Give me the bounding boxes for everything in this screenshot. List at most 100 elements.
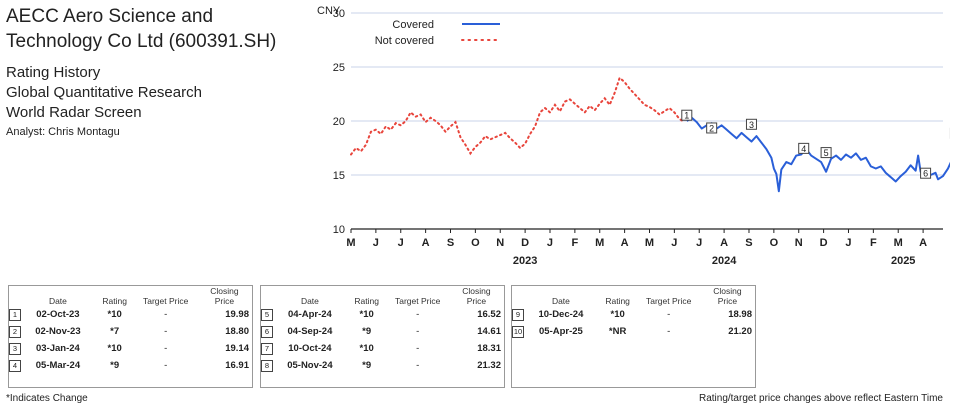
table-row: 5 04-Apr-24 *10 - 16.52 <box>261 306 504 323</box>
header-target-price: Target Price <box>645 296 692 306</box>
row-number: 7 <box>261 343 273 355</box>
table-row: 4 05-Mar-24 *9 - 16.91 <box>9 357 252 374</box>
month-tick-label: J <box>373 237 379 249</box>
rating-marker-box <box>745 118 757 130</box>
row-closing-price: 16.52 <box>477 309 501 320</box>
year-label: 2025 <box>891 255 915 267</box>
month-tick-label: O <box>471 237 480 249</box>
row-number: 9 <box>512 309 524 321</box>
month-tick-label: A <box>422 237 430 249</box>
month-tick-label: M <box>894 237 903 249</box>
header-closing-price: Closing Price <box>713 286 742 306</box>
month-tick-label: A <box>720 237 728 249</box>
month-tick-label: A <box>621 237 629 249</box>
row-target-price: - <box>416 343 420 354</box>
row-target-price: - <box>164 343 168 354</box>
rating-marker-box <box>820 147 832 159</box>
month-tick-label: F <box>870 237 877 249</box>
header-date: Date <box>48 296 67 306</box>
row-rating: *10 <box>107 309 122 320</box>
table-row: 2 02-Nov-23 *7 - 18.80 <box>9 323 252 340</box>
header-rating: Rating <box>102 296 127 306</box>
row-target-price: - <box>164 360 168 371</box>
month-tick-label: S <box>447 237 454 249</box>
rating-marker-label: 4 <box>801 144 806 154</box>
company-title: AECC Aero Science and Technology Co Ltd … <box>6 6 277 52</box>
row-rating: *10 <box>610 309 625 320</box>
table-row: 6 04-Sep-24 *9 - 14.61 <box>261 323 504 340</box>
table-row: 10 05-Apr-25 *NR - 21.20 <box>512 323 755 340</box>
month-tick-label: D <box>820 237 828 249</box>
month-tick-label: J <box>398 237 404 249</box>
y-tick-label: 30 <box>333 8 345 20</box>
month-tick-label: J <box>671 237 677 249</box>
rating-markers: 12345678910 <box>681 109 950 179</box>
subtitle-research: Global Quantitative Research <box>6 84 202 101</box>
row-number: 5 <box>261 309 273 321</box>
month-tick-label: M <box>346 237 355 249</box>
month-tick-label: M <box>645 237 654 249</box>
year-label: 2024 <box>712 255 737 267</box>
row-number: 3 <box>9 343 21 355</box>
month-tick-label: N <box>795 237 803 249</box>
header-closing-price: Closing Price <box>462 286 491 306</box>
row-number: 2 <box>9 326 21 338</box>
month-tick-label: J <box>696 237 702 249</box>
row-target-price: - <box>416 360 420 371</box>
rating-marker-box <box>706 122 718 134</box>
row-date: 02-Nov-23 <box>35 326 81 337</box>
header-rating: Rating <box>354 296 379 306</box>
row-closing-price: 18.98 <box>728 309 752 320</box>
month-tick-label: J <box>547 237 553 249</box>
row-rating: *9 <box>110 360 120 371</box>
series-covered <box>686 116 950 193</box>
row-date: 05-Nov-24 <box>287 360 333 371</box>
rating-marker-box <box>681 109 693 121</box>
row-closing-price: 16.91 <box>225 360 249 371</box>
series-not-covered <box>350 76 686 156</box>
header-rating: Rating <box>605 296 630 306</box>
row-closing-price: 18.31 <box>477 343 501 354</box>
row-date: 03-Jan-24 <box>36 343 80 354</box>
row-number: 8 <box>261 360 273 372</box>
row-rating: *NR <box>608 326 627 337</box>
row-date: 05-Mar-24 <box>35 360 81 371</box>
table-row: 1 02-Oct-23 *10 - 19.98 <box>9 306 252 323</box>
row-target-price: - <box>416 326 420 337</box>
row-closing-price: 19.14 <box>225 343 249 354</box>
row-rating: *7 <box>110 326 120 337</box>
row-closing-price: 21.32 <box>477 360 501 371</box>
row-closing-price: 21.20 <box>728 326 752 337</box>
rating-marker-label: 1 <box>684 111 689 121</box>
rating-table: Date Rating Target Price Closing Price 1 02-O… <box>8 285 253 388</box>
month-tick-label: O <box>770 237 779 249</box>
row-target-price: - <box>667 326 671 337</box>
row-target-price: - <box>416 309 420 320</box>
y-tick-label: 25 <box>333 62 345 74</box>
table-row: 9 10-Dec-24 *10 - 18.98 <box>512 306 755 323</box>
row-number: 6 <box>261 326 273 338</box>
row-rating: *10 <box>107 343 122 354</box>
header-date: Date <box>300 296 319 306</box>
row-closing-price: 18.80 <box>225 326 249 337</box>
month-tick-label: J <box>845 237 851 249</box>
rating-marker-box <box>920 167 932 179</box>
table-row: 3 03-Jan-24 *10 - 19.14 <box>9 340 252 357</box>
row-number: 4 <box>9 360 21 372</box>
table-row: 8 05-Nov-24 *9 - 21.32 <box>261 357 504 374</box>
row-date: 10-Oct-24 <box>288 343 332 354</box>
header-date: Date <box>551 296 570 306</box>
rating-marker-label: 3 <box>749 120 754 130</box>
row-date: 10-Dec-24 <box>538 309 584 320</box>
series-layer <box>350 76 950 193</box>
x-axis: M J J A S O N D J F M A M J J A S O N D J F M A 2023 2024 2025 <box>346 228 943 267</box>
month-tick-label: N <box>496 237 504 249</box>
rating-table: Date Rating Target Price Closing Price 9 10-D… <box>511 285 756 388</box>
row-rating: *9 <box>362 360 372 371</box>
y-axis-label: CNY <box>317 5 341 17</box>
row-target-price: - <box>164 309 168 320</box>
row-closing-price: 19.98 <box>225 309 249 320</box>
month-tick-label: F <box>571 237 578 249</box>
row-date: 02-Oct-23 <box>36 309 80 320</box>
